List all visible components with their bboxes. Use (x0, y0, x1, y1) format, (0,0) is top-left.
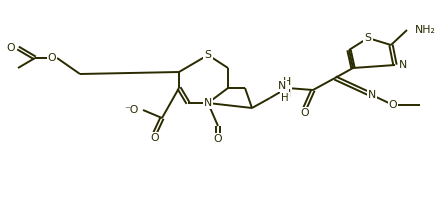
Text: O: O (48, 53, 56, 63)
Text: S: S (204, 50, 211, 60)
Text: ⁻O: ⁻O (125, 105, 139, 115)
Text: O: O (301, 108, 309, 118)
Text: N: N (399, 60, 407, 70)
Text: N: N (278, 81, 286, 91)
Text: O: O (151, 133, 159, 143)
Text: N: N (204, 98, 212, 108)
Text: N: N (368, 90, 376, 100)
Text: H: H (282, 93, 289, 103)
Text: O: O (6, 43, 15, 53)
Text: NH₂: NH₂ (415, 25, 436, 35)
Text: O: O (389, 100, 397, 110)
Text: S: S (364, 33, 371, 43)
Text: H
N: H N (283, 77, 291, 99)
Text: O: O (214, 134, 222, 144)
